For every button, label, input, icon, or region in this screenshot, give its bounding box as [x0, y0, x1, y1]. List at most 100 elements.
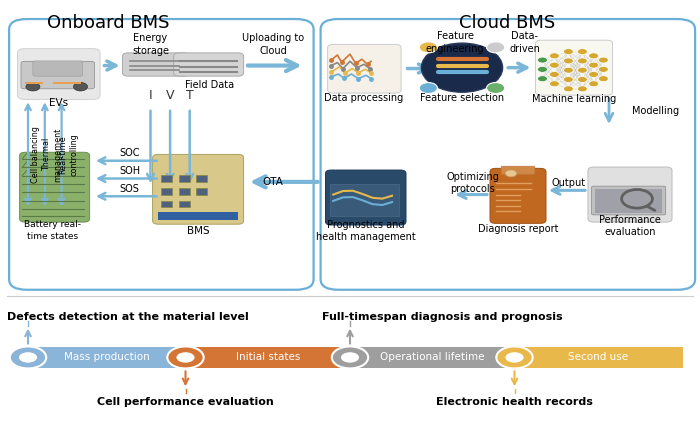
- FancyBboxPatch shape: [21, 61, 94, 89]
- Circle shape: [564, 77, 573, 82]
- Circle shape: [538, 57, 547, 63]
- FancyBboxPatch shape: [20, 152, 90, 222]
- Text: Defects detection at the material level: Defects detection at the material level: [7, 312, 248, 322]
- Text: Full-timespan diagnosis and prognosis: Full-timespan diagnosis and prognosis: [322, 312, 563, 322]
- Text: Cell balancing: Cell balancing: [31, 126, 39, 183]
- Text: OTA: OTA: [262, 177, 284, 187]
- Text: Uploading to
Cloud: Uploading to Cloud: [242, 33, 304, 55]
- Circle shape: [538, 66, 547, 72]
- Circle shape: [564, 86, 573, 92]
- Text: EVs: EVs: [49, 98, 69, 108]
- Circle shape: [598, 57, 608, 63]
- FancyBboxPatch shape: [196, 188, 207, 195]
- Text: Data-
driven: Data- driven: [510, 31, 540, 53]
- Text: Feature selection: Feature selection: [420, 93, 504, 103]
- Text: Onboard BMS: Onboard BMS: [48, 14, 169, 32]
- FancyBboxPatch shape: [490, 168, 546, 223]
- Text: Second use: Second use: [568, 352, 629, 363]
- FancyBboxPatch shape: [326, 170, 406, 225]
- Circle shape: [564, 67, 573, 73]
- Circle shape: [589, 81, 598, 87]
- Circle shape: [18, 352, 38, 363]
- Circle shape: [419, 82, 438, 93]
- Circle shape: [550, 71, 559, 77]
- FancyBboxPatch shape: [328, 44, 401, 93]
- Text: BMS: BMS: [187, 225, 209, 236]
- Text: SOH: SOH: [119, 166, 140, 176]
- Circle shape: [340, 352, 360, 363]
- Bar: [25, 82, 43, 84]
- FancyBboxPatch shape: [588, 167, 672, 222]
- FancyBboxPatch shape: [122, 53, 189, 76]
- FancyBboxPatch shape: [153, 154, 244, 224]
- Circle shape: [419, 42, 438, 53]
- Bar: [330, 184, 399, 216]
- Text: Prognostics and
health management: Prognostics and health management: [316, 220, 416, 242]
- Text: Data processing: Data processing: [324, 93, 404, 103]
- Bar: [52, 82, 80, 84]
- Bar: [158, 212, 238, 220]
- Text: Electronic health records: Electronic health records: [436, 397, 593, 407]
- Circle shape: [74, 82, 88, 91]
- FancyBboxPatch shape: [592, 186, 666, 215]
- Circle shape: [550, 53, 559, 59]
- Circle shape: [589, 53, 598, 59]
- Circle shape: [167, 346, 204, 368]
- Text: Energy
storage: Energy storage: [132, 33, 169, 55]
- Text: Field Data: Field Data: [186, 80, 234, 90]
- Circle shape: [564, 58, 573, 64]
- Text: Output: Output: [552, 178, 585, 188]
- Circle shape: [505, 352, 524, 363]
- FancyBboxPatch shape: [33, 61, 83, 76]
- Circle shape: [578, 77, 587, 82]
- Circle shape: [598, 66, 608, 72]
- Text: I: I: [148, 89, 153, 102]
- Circle shape: [578, 86, 587, 92]
- FancyBboxPatch shape: [18, 49, 100, 99]
- Circle shape: [578, 49, 587, 55]
- FancyBboxPatch shape: [501, 166, 535, 174]
- Circle shape: [538, 76, 547, 82]
- Circle shape: [589, 62, 598, 68]
- Text: SOC: SOC: [119, 148, 140, 158]
- Bar: [186, 347, 350, 368]
- Circle shape: [421, 43, 503, 92]
- Text: Feature
engineering: Feature engineering: [426, 31, 484, 53]
- Text: V: V: [166, 89, 174, 102]
- Circle shape: [176, 352, 195, 363]
- Text: T: T: [186, 89, 194, 102]
- FancyBboxPatch shape: [161, 175, 172, 182]
- Circle shape: [578, 58, 587, 64]
- FancyBboxPatch shape: [196, 175, 207, 182]
- Text: Real-time
controlling: Real-time controlling: [59, 133, 78, 176]
- Circle shape: [486, 82, 505, 93]
- Circle shape: [26, 82, 40, 91]
- Circle shape: [589, 71, 598, 77]
- Text: SOS: SOS: [120, 184, 139, 194]
- Text: Initial states: Initial states: [236, 352, 300, 363]
- Circle shape: [332, 346, 368, 368]
- Text: Operational lifetime: Operational lifetime: [380, 352, 484, 363]
- Text: Cloud BMS: Cloud BMS: [459, 14, 556, 32]
- Text: Cell performance evaluation: Cell performance evaluation: [97, 397, 274, 407]
- Circle shape: [598, 76, 608, 82]
- Bar: [28, 347, 186, 368]
- FancyBboxPatch shape: [178, 188, 190, 195]
- FancyBboxPatch shape: [178, 201, 190, 207]
- Text: Thermal
management: Thermal management: [42, 127, 62, 181]
- FancyBboxPatch shape: [536, 40, 612, 95]
- Text: Optimizing
protocols: Optimizing protocols: [446, 172, 499, 194]
- Text: Mass production: Mass production: [64, 352, 150, 363]
- Text: Battery real-
time states: Battery real- time states: [24, 220, 81, 241]
- Text: Machine learning: Machine learning: [532, 94, 616, 104]
- Circle shape: [10, 346, 46, 368]
- Text: Diagnosis report: Diagnosis report: [477, 224, 559, 234]
- Bar: [350, 347, 514, 368]
- Circle shape: [505, 170, 517, 177]
- Circle shape: [496, 346, 533, 368]
- FancyBboxPatch shape: [174, 53, 244, 76]
- Bar: [514, 347, 682, 368]
- Circle shape: [550, 62, 559, 68]
- Circle shape: [578, 67, 587, 73]
- Circle shape: [550, 81, 559, 87]
